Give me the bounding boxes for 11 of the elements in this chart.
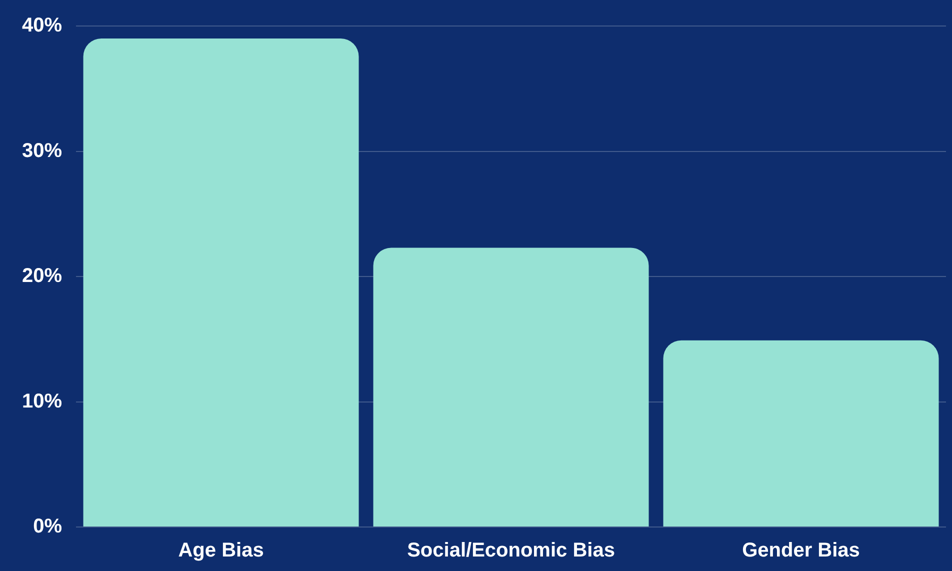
y-tick-label: 40% [22,14,62,37]
y-tick-label: 0% [33,516,62,538]
x-tick-label: Social/Economic Bias [407,540,615,562]
y-tick-label: 20% [22,265,62,288]
bar [83,38,359,526]
y-tick-label: 10% [22,390,62,412]
bar [373,248,649,526]
y-tick-label: 30% [22,140,62,162]
bar [663,340,939,526]
x-tick-label: Gender Bias [742,540,860,562]
x-tick-label: Age Bias [178,540,264,562]
